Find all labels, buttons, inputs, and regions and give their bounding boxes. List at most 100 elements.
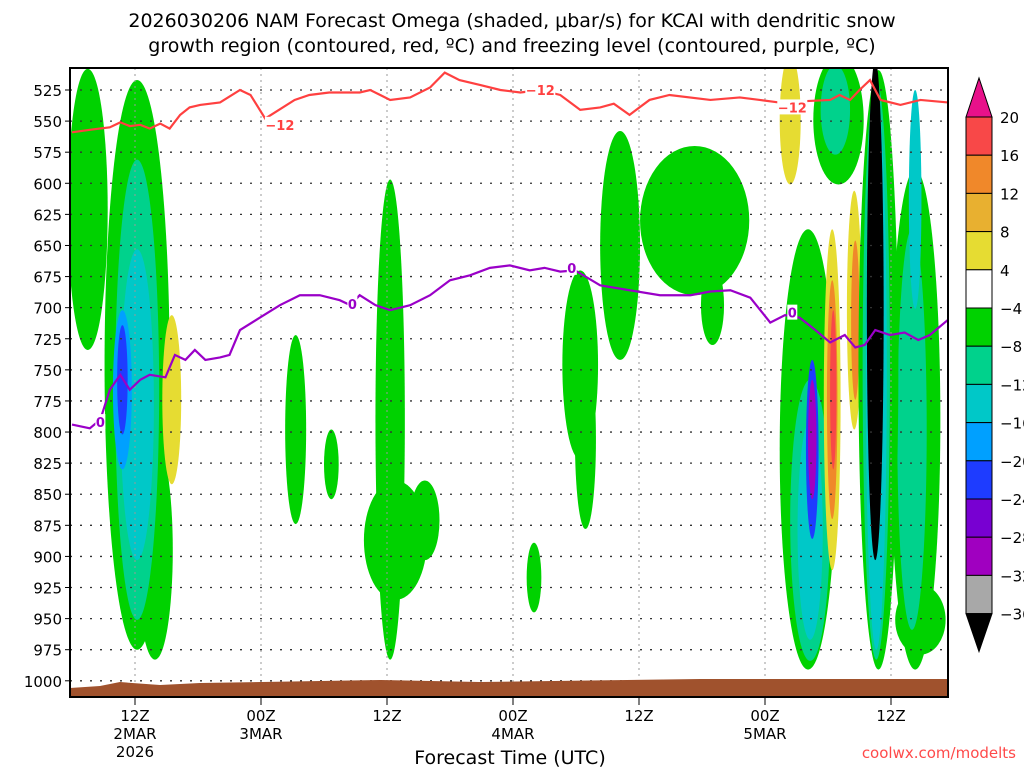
omega-shaded-region [70,68,108,350]
omega-shaded-region [640,145,750,296]
x-tick-label: 5MAR [743,725,786,743]
omega-shaded-region [162,315,182,485]
y-tick-label: 925 [33,580,62,598]
omega-shaded-region [700,265,725,345]
colorbar-band [965,307,993,347]
y-tick-label: 900 [33,548,62,566]
colorbar-label: 8 [1000,224,1010,242]
omega-shaded-region [866,68,884,561]
contour-label-background [787,304,798,320]
y-tick-label: 525 [33,82,62,100]
omega-shaded-region [895,585,946,655]
omega-shaded-region [830,310,837,470]
y-tick-label: 950 [33,611,62,629]
contour-label-background [525,82,556,97]
x-axis-label: Forecast Time (UTC) [414,747,605,768]
colorbar-band [965,498,993,538]
colorbar-label: 4 [1000,262,1010,280]
omega-shaded-region [897,229,927,630]
colorbar-band [965,422,993,462]
y-tick-label: 825 [33,455,62,473]
colorbar-over-triangle [965,76,993,118]
contour-label-background [347,295,358,311]
colorbar-label: −28 [1000,529,1024,547]
x-tick-label: 3MAR [239,725,282,743]
colorbar-label: −8 [1000,338,1022,356]
colorbar-label: 12 [1000,185,1019,203]
colorbar-band [965,269,993,309]
omega-shaded-region [574,349,596,530]
colorbar-label: −36 [1000,606,1024,624]
freezing-level-line [71,264,948,430]
y-tick-label: 700 [33,300,62,318]
colorbar-band [965,536,993,576]
colorbar-band [965,383,993,424]
y-tick-label: 725 [33,331,62,349]
omega-shaded-region [410,480,440,561]
contour-label: −12 [778,101,807,116]
y-tick-label: 800 [33,424,62,442]
y-tick-label: 575 [33,144,62,162]
contour-label: 0 [96,416,105,431]
colorbar-band [965,116,993,156]
contour-label: −12 [265,119,294,134]
y-tick-label: 625 [33,206,62,224]
omega-shaded-region [908,90,922,309]
colorbar-label: −24 [1000,491,1024,509]
omega-shaded-region [851,240,860,400]
colorbar-under-triangle [965,613,993,654]
contour-label-background [777,99,808,115]
x-tick-label: 12Z [372,707,401,725]
colorbar-label: −12 [1000,376,1024,394]
omega-shaded-region [779,68,801,185]
y-tick-label: 750 [33,362,62,380]
contour-label-background [264,116,295,132]
colorbar-band [965,154,993,194]
x-tick-label: 00Z [246,707,275,725]
y-tick-label: 975 [33,642,62,660]
y-tick-label: 675 [33,269,62,287]
y-tick-label: 600 [33,175,62,193]
contour-label-background [95,414,106,430]
colorbar-label: 20 [1000,109,1019,127]
x-tick-label: 12Z [624,707,653,725]
omega-shaded-region [808,379,817,500]
minus12-isotherm-line [71,71,948,134]
x-tick-label: 00Z [750,707,779,725]
x-tick-label: 4MAR [491,725,534,743]
colorbar-label: −20 [1000,453,1024,471]
y-tick-label: 1000 [24,673,62,691]
colorbar-band [965,192,993,233]
colorbar: 20 16 12 8 4 −4 −8 −12 −16 −20 −24 −28 −32 −36 [965,76,1024,654]
contour-label: 0 [788,307,797,322]
x-tick-label: 12Z [876,707,905,725]
y-tick-label: 850 [33,486,62,504]
x-tick-label: 00Z [498,707,527,725]
colorbar-band [965,345,993,385]
terrain-surface [70,679,948,697]
plot-area: 0 0 0 0 −12 −12 −12 [70,68,948,697]
x-tick-label: 12Z [120,707,149,725]
omega-shaded-region [324,429,339,500]
plot-frame [69,67,949,698]
colorbar-band [965,574,993,615]
contour-label: −12 [526,84,555,99]
omega-shaded-region [820,68,851,155]
colorbar-band [965,460,993,500]
x-tick-label: 2026 [116,743,154,761]
colorbar-band [965,231,993,271]
colorbar-label: −32 [1000,567,1024,585]
omega-shaded-region [285,335,307,525]
credit-text: coolwx.com/modelts [862,744,1016,762]
colorbar-label: −16 [1000,415,1024,433]
contour-label: 0 [567,262,576,277]
chart-title-line-2: growth region (contoured, red, ºC) and f… [148,35,875,57]
x-tick-label: 2MAR [113,725,156,743]
contour-label-background [566,259,577,275]
omega-shaded-region [526,542,542,613]
omega-shaded-region [120,249,154,561]
y-tick-label: 650 [33,237,62,255]
y-tick-label: 875 [33,517,62,535]
colorbar-label: 16 [1000,147,1019,165]
